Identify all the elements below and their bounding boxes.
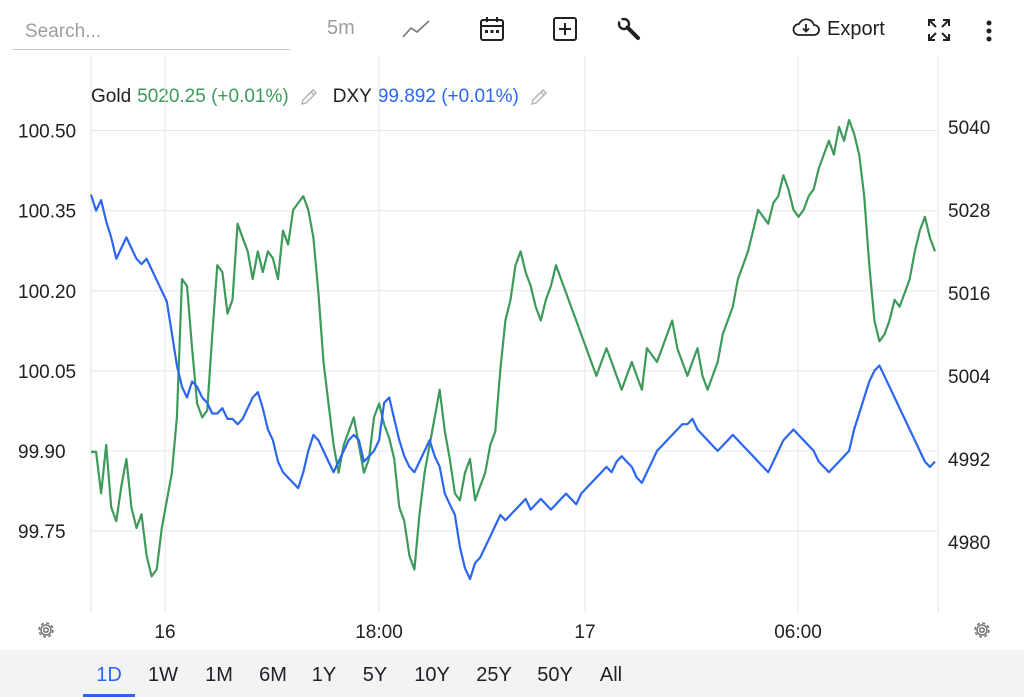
legend-gold-value: 5020.25 (+0.01%)	[137, 86, 289, 107]
more-vertical-icon[interactable]	[978, 16, 1000, 46]
wrench-icon[interactable]	[615, 15, 643, 43]
toolbar: 5m E	[0, 0, 1024, 56]
export-button[interactable]: Export	[791, 14, 885, 44]
range-6m[interactable]: 6M	[259, 664, 287, 686]
legend-dxy-value: 99.892 (+0.01%)	[377, 86, 519, 107]
x-axis-tick: 17	[574, 622, 595, 643]
fullscreen-icon[interactable]	[924, 15, 954, 45]
interval-selector[interactable]: 5m	[327, 17, 355, 39]
range-10y[interactable]: 10Y	[414, 664, 450, 686]
range-1w[interactable]: 1W	[148, 664, 178, 686]
right-axis-tick: 4992	[948, 450, 990, 471]
edit-pencil-icon[interactable]	[529, 87, 549, 107]
line-chart-icon[interactable]	[399, 16, 433, 42]
range-25y[interactable]: 25Y	[476, 664, 512, 686]
left-axis-settings-icon[interactable]	[34, 618, 58, 642]
right-axis-tick: 4980	[948, 533, 990, 554]
edit-pencil-icon[interactable]	[299, 87, 319, 107]
right-axis-tick: 5040	[948, 118, 990, 139]
range-selector: 1D 1W 1M 6M 1Y 5Y 10Y 25Y 50Y All	[0, 650, 1024, 697]
right-axis-tick: 5004	[948, 367, 991, 388]
x-axis-tick: 16	[154, 622, 175, 643]
x-axis-tick: 06:00	[774, 622, 822, 643]
left-axis-tick: 100.05	[18, 362, 76, 383]
legend-gold-name: Gold	[91, 86, 132, 107]
legend-dxy-name: DXY	[332, 86, 372, 107]
price-chart[interactable]: 100.50 100.35 100.20 100.05 99.90 99.75 5040 5…	[0, 56, 1024, 650]
left-axis-tick: 100.50	[18, 122, 76, 143]
range-5y[interactable]: 5Y	[362, 664, 388, 686]
calendar-icon[interactable]	[478, 14, 506, 44]
left-axis-tick: 99.90	[18, 442, 66, 463]
export-label: Export	[827, 17, 885, 40]
x-axis-tick: 18:00	[355, 622, 403, 643]
right-axis-tick: 5016	[948, 284, 990, 305]
range-1y[interactable]: 1Y	[311, 664, 337, 686]
left-axis-tick: 100.35	[18, 202, 76, 223]
search-input[interactable]	[12, 14, 290, 50]
range-all[interactable]: All	[599, 664, 623, 686]
right-axis-settings-icon[interactable]	[970, 618, 994, 642]
left-axis-tick: 100.20	[18, 282, 76, 303]
right-axis-tick: 5028	[948, 201, 990, 222]
range-50y[interactable]: 50Y	[537, 664, 573, 686]
left-axis-tick: 99.75	[18, 522, 66, 543]
range-1d[interactable]: 1D	[83, 650, 135, 697]
cloud-download-icon	[791, 16, 821, 43]
series-line-dxy	[89, 194, 936, 581]
add-box-icon[interactable]	[551, 15, 579, 43]
range-1m[interactable]: 1M	[205, 664, 233, 686]
chart-legend: Gold 5020.25 (+0.01%) DXY 99.892 (+0.01%…	[91, 86, 563, 108]
series-line-gold	[91, 118, 937, 578]
